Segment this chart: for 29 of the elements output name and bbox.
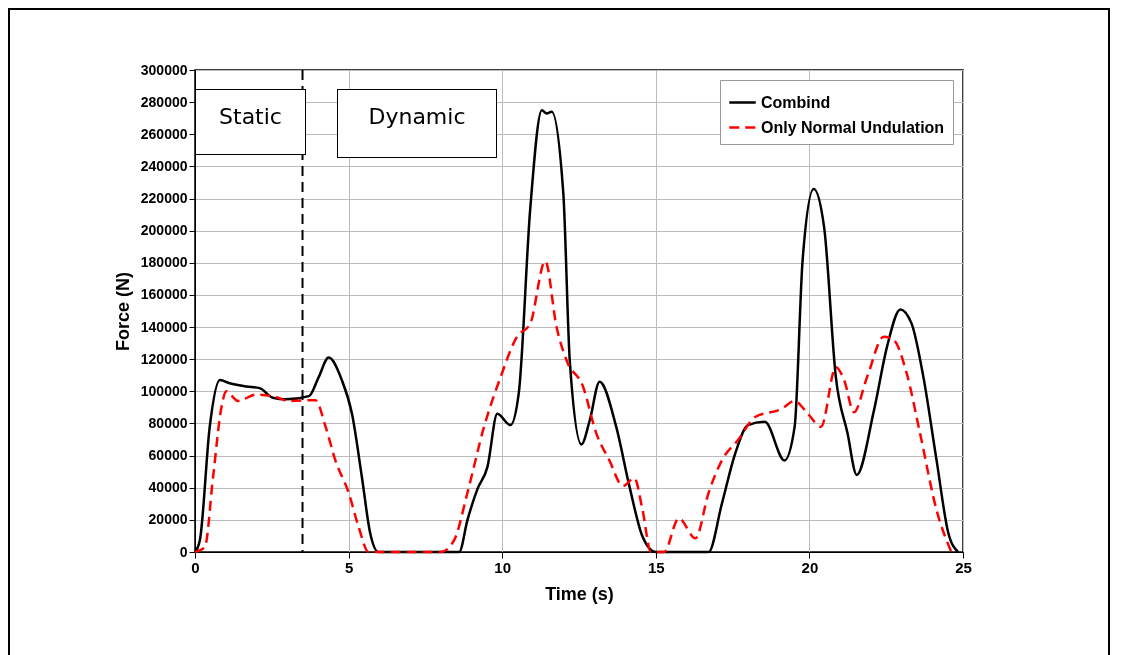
y-tick-label: 160000 <box>140 286 188 303</box>
y-tick-label: 260000 <box>140 125 188 142</box>
x-tick-label: 20 <box>801 558 819 576</box>
y-tick-label: 40000 <box>148 479 188 496</box>
y-tick-label: 20000 <box>148 511 188 528</box>
y-tick-label: 100000 <box>140 382 188 399</box>
x-axis-title: Time (s) <box>545 583 614 604</box>
legend-label: Only Normal Undulation <box>761 118 945 136</box>
y-tick-label: 60000 <box>148 447 188 464</box>
annotation: Dynamic <box>337 89 497 158</box>
x-tick-label: 15 <box>647 558 665 576</box>
y-axis-title: Force (N) <box>112 271 133 352</box>
y-tick-label: 180000 <box>140 254 188 271</box>
line-series <box>193 259 953 554</box>
y-tick-label: 80000 <box>148 414 188 431</box>
y-tick-label: 120000 <box>140 350 188 367</box>
x-tick-label: 0 <box>191 558 200 576</box>
y-tick-label: 220000 <box>140 190 188 207</box>
y-tick-label: 240000 <box>140 157 188 174</box>
y-tick-label: 200000 <box>140 222 188 239</box>
annotation: Static <box>195 89 306 155</box>
y-tick-label: 280000 <box>140 93 188 110</box>
y-tick-label: 300000 <box>140 61 188 78</box>
x-tick-label: 5 <box>344 558 354 576</box>
legend-label: Combind <box>761 93 831 111</box>
x-tick-label: 25 <box>955 558 972 576</box>
x-tick-label: 10 <box>494 558 512 576</box>
y-tick-label: 140000 <box>140 318 188 335</box>
y-tick-label: 0 <box>179 543 188 560</box>
